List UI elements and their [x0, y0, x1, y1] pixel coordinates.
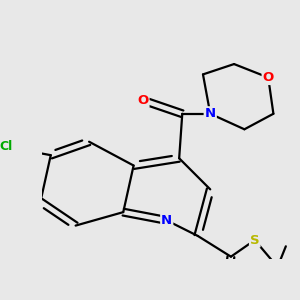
Text: N: N	[161, 214, 172, 227]
Text: Cl: Cl	[0, 140, 13, 153]
Text: O: O	[262, 71, 274, 84]
Text: N: N	[205, 107, 216, 120]
Text: O: O	[137, 94, 148, 107]
Text: S: S	[250, 234, 260, 247]
